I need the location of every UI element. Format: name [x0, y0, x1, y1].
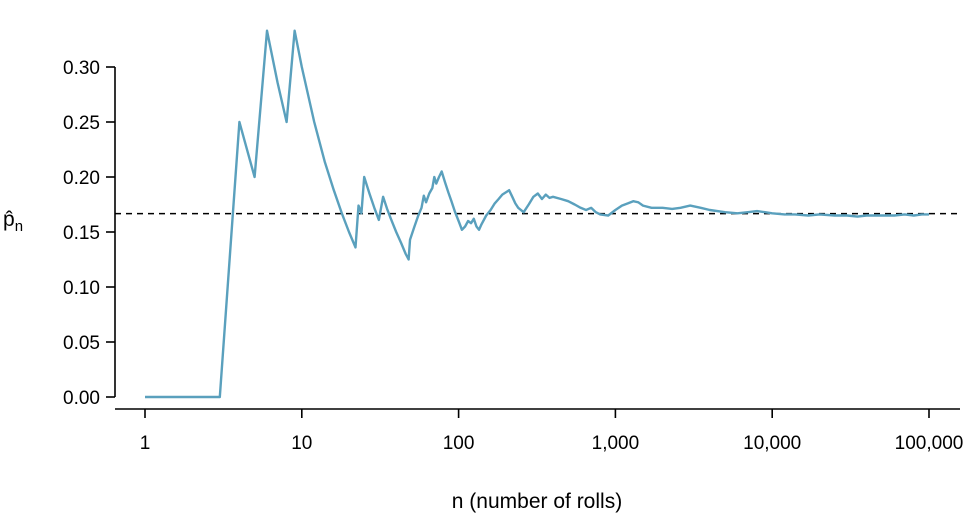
y-ticks: 0.00 0.05 0.10 0.15 0.20 0.25 0.30	[63, 58, 115, 409]
y-tick-label: 0.15	[63, 223, 100, 244]
x-tick-label: 100,000	[895, 433, 964, 454]
y-axis-title-subscript: n	[15, 218, 23, 235]
y-tick-label: 0.10	[63, 278, 100, 299]
y-tick-label: 0.30	[63, 58, 100, 79]
y-tick-label: 0.25	[63, 113, 100, 134]
x-tick-label: 100	[443, 433, 475, 454]
series-line-0	[145, 29, 929, 399]
x-tick-label: 10	[291, 433, 312, 454]
x-tick-label: 10,000	[743, 433, 801, 454]
y-tick-label: 0.20	[63, 168, 100, 189]
x-tick-label: 1,000	[592, 433, 640, 454]
series-group	[145, 29, 929, 399]
y-axis-title: p̂n	[3, 208, 23, 235]
y-tick-label: 0.00	[63, 388, 100, 409]
x-tick-label: 1	[140, 433, 151, 454]
y-axis: 0.00 0.05 0.10 0.15 0.20 0.25 0.30	[63, 58, 116, 409]
y-tick-label: 0.05	[63, 333, 100, 354]
x-ticks: 1 10 100 1,000 10,000 100,000	[140, 409, 964, 454]
y-axis-title-main: p̂	[3, 208, 15, 231]
x-axis-title: n (number of rolls)	[452, 490, 622, 513]
x-axis: 1 10 100 1,000 10,000 100,000	[115, 408, 964, 454]
